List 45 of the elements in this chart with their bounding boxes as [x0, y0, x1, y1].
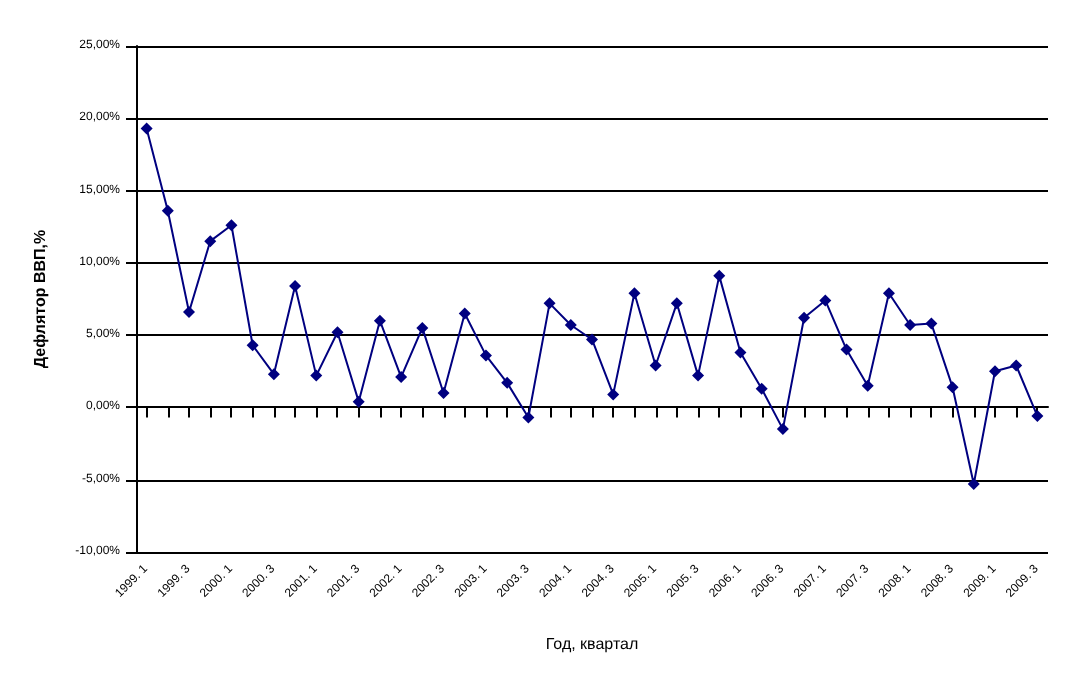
point — [522, 411, 535, 424]
y-axis-title: Дефлятор ВВП,% — [31, 229, 49, 369]
point — [1031, 410, 1044, 423]
point — [204, 235, 217, 248]
point — [628, 287, 641, 300]
point — [840, 343, 853, 356]
point — [161, 204, 174, 217]
point — [819, 294, 832, 307]
x-axis-title: Год, квартал — [545, 635, 639, 653]
point — [437, 386, 450, 399]
point — [586, 333, 598, 346]
point — [988, 365, 1001, 378]
point — [479, 349, 492, 362]
point — [607, 388, 620, 401]
point — [713, 269, 726, 282]
point — [416, 321, 429, 334]
point — [925, 317, 938, 330]
point — [183, 306, 196, 319]
point — [501, 376, 514, 389]
point — [267, 368, 280, 381]
point — [289, 279, 302, 292]
point — [734, 346, 747, 359]
point — [670, 297, 683, 310]
point — [543, 297, 556, 310]
point — [458, 307, 471, 320]
point — [246, 339, 259, 352]
point — [140, 122, 153, 135]
point — [798, 311, 811, 324]
point — [649, 359, 662, 372]
point — [564, 319, 577, 332]
point — [904, 319, 917, 332]
point — [967, 478, 980, 491]
point — [1010, 359, 1023, 372]
point — [882, 287, 895, 300]
point — [776, 423, 789, 436]
point — [755, 382, 768, 395]
point — [331, 326, 344, 339]
point — [352, 395, 365, 408]
point — [373, 314, 386, 327]
point — [861, 379, 874, 392]
point — [946, 381, 959, 394]
point — [395, 371, 408, 384]
point — [692, 369, 705, 382]
point — [310, 369, 323, 382]
point — [225, 219, 238, 232]
